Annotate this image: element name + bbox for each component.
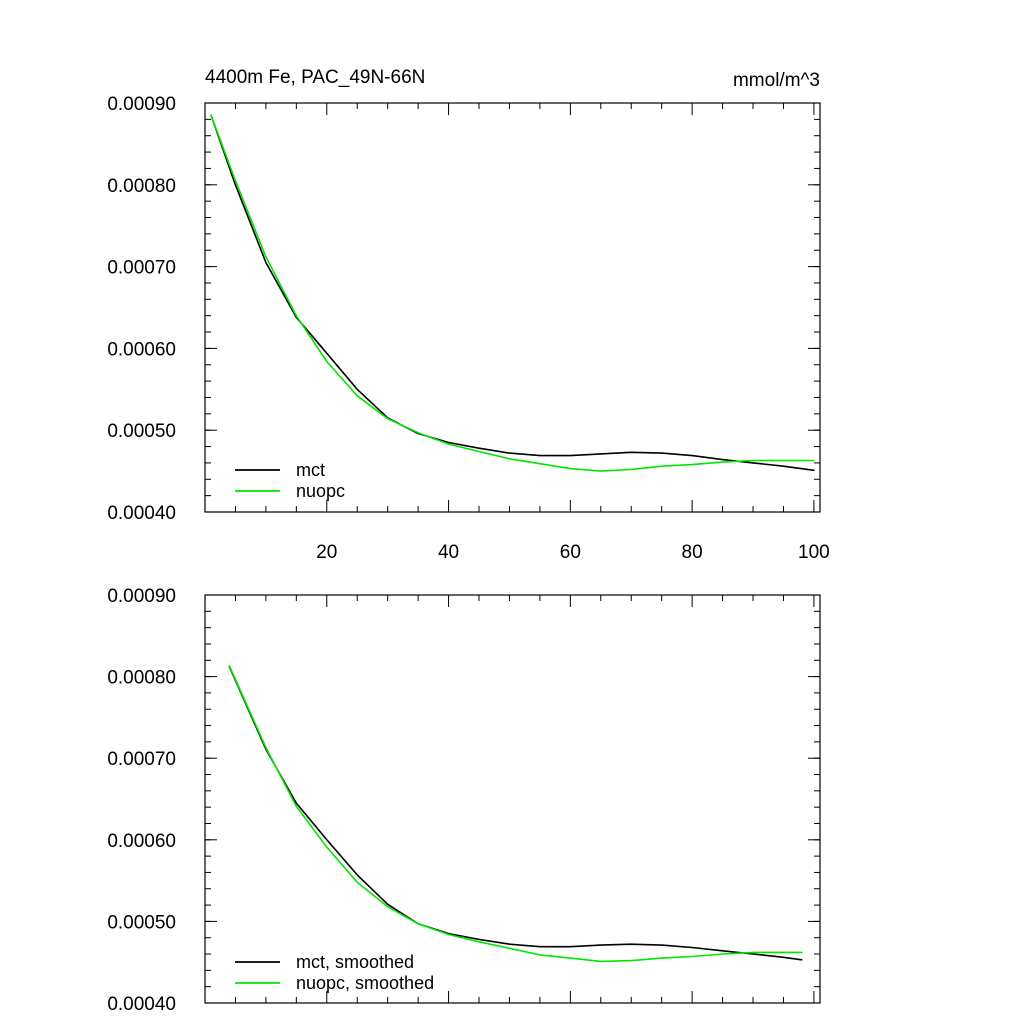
series-line-nuopc-smoothed	[228, 665, 803, 963]
y-tick-label: 0.00060	[107, 831, 176, 852]
y-tick-label: 0.00070	[107, 749, 176, 770]
x-tick-label: 40	[438, 542, 459, 563]
plot-frame	[204, 102, 821, 513]
x-tick-label: 80	[682, 542, 703, 563]
y-tick-label: 0.00090	[107, 586, 176, 607]
y-tick-label: 0.00050	[107, 912, 176, 933]
units-label: mmol/m^3	[733, 70, 820, 91]
y-tick-label: 0.00080	[107, 176, 176, 197]
series-line-nuopc	[210, 114, 815, 472]
bottom-panel: 0.00040 0.00050 0.00060 0.00070 0.00080 0.000…	[107, 586, 821, 1015]
series-line-mct-smoothed	[228, 665, 803, 961]
series-line-mct	[210, 114, 815, 472]
legend-label: nuopc	[296, 481, 345, 501]
x-tick-label: 100	[798, 542, 830, 563]
y-tick-label: 0.00050	[107, 421, 176, 442]
legend-label: mct	[296, 460, 325, 480]
x-tick-label: 60	[560, 542, 581, 563]
x-tick-label: 20	[316, 542, 337, 563]
top-panel: 0.00040 0.00050 0.00060 0.00070 0.00080 0.000…	[107, 94, 829, 563]
y-tick-label: 0.00060	[107, 339, 176, 360]
chart-title: 4400m Fe, PAC_49N-66N	[205, 67, 425, 88]
y-tick-label: 0.00040	[107, 503, 176, 524]
plot-frame	[204, 594, 821, 1004]
y-tick-label: 0.00090	[107, 94, 176, 115]
y-tick-label: 0.00040	[107, 994, 176, 1015]
legend-label: mct, smoothed	[296, 952, 414, 972]
y-tick-label: 0.00070	[107, 258, 176, 279]
y-tick-label: 0.00080	[107, 668, 176, 689]
legend-label: nuopc, smoothed	[296, 973, 434, 993]
